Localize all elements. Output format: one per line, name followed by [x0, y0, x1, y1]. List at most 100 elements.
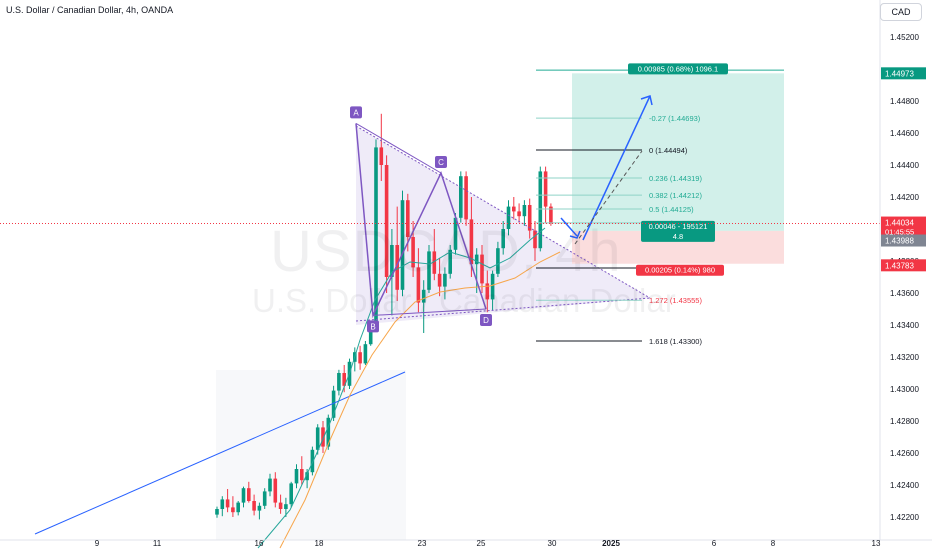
- projection-arrow-down: [560, 217, 578, 237]
- harmonic-ac-line: [355, 122, 442, 174]
- candle-body: [289, 483, 293, 505]
- target-label: 0.00985 (0.68%) 1096.1: [638, 64, 718, 73]
- price-tick-label: 1.44600: [890, 129, 919, 138]
- price-tick-label: 1.44800: [890, 97, 919, 106]
- entry-label-box: [641, 220, 715, 242]
- candle-body: [241, 488, 246, 503]
- time-tick-label: 18: [315, 539, 324, 548]
- pattern-point-marker: [435, 156, 447, 168]
- candle-body: [448, 249, 452, 274]
- candle-body: [342, 373, 346, 386]
- time-tick-label: 13: [872, 539, 881, 548]
- time-tick-label: 16: [255, 539, 264, 548]
- candle-body: [464, 176, 468, 220]
- candle-body: [300, 469, 304, 481]
- trend-line: [34, 371, 406, 535]
- candle-body: [459, 176, 463, 218]
- candle-body: [305, 472, 309, 481]
- candle-body: [549, 206, 553, 224]
- pattern-point-label: A: [353, 108, 359, 117]
- pattern-point-label: B: [370, 322, 375, 331]
- candle-body: [368, 325, 373, 345]
- time-tick-label: 2025: [602, 539, 620, 548]
- pattern-point-marker: [350, 106, 362, 119]
- pattern-point-label: C: [438, 158, 444, 167]
- candle-body: [310, 449, 315, 473]
- candle-body: [437, 273, 442, 287]
- candle-body: [432, 251, 437, 274]
- candle-body: [443, 273, 447, 287]
- pattern-point-label: D: [483, 316, 489, 325]
- candle-body: [326, 417, 331, 447]
- candle-body: [331, 390, 336, 418]
- entry-label: 0.00046 - 195121: [649, 222, 708, 231]
- candle-body: [220, 499, 225, 509]
- candle-body: [453, 217, 458, 250]
- ema-fast-line: [257, 227, 546, 549]
- price-tick-label: 1.43000: [890, 385, 919, 394]
- harmonic-pattern-line: [355, 123, 487, 319]
- currency-button[interactable]: CAD: [880, 3, 922, 21]
- candle-body: [406, 200, 410, 237]
- candle-body: [506, 206, 511, 229]
- candle-body: [533, 230, 537, 249]
- candle-body: [411, 237, 415, 268]
- candle-body: [247, 488, 251, 501]
- triangle-lower-line: [355, 297, 651, 322]
- candle-body: [469, 219, 474, 265]
- candle-body: [480, 254, 484, 284]
- candle-body: [358, 352, 362, 364]
- candle-body: [257, 505, 262, 511]
- price-tick-label: 1.42400: [890, 481, 919, 490]
- candle-body: [390, 245, 394, 277]
- ema-slow-line: [279, 251, 561, 549]
- candle-body: [527, 205, 532, 231]
- time-tick-label: 6: [712, 539, 717, 548]
- drawings-layer[interactable]: A B C D 0 (1.44494) 0.236 (1.44319) 0.382 (1.4…: [0, 63, 880, 549]
- countdown-tag: 01:45:55: [885, 228, 914, 237]
- time-tick-label: 25: [477, 539, 486, 548]
- candle-body: [384, 165, 389, 277]
- stop-label-box: [636, 264, 724, 276]
- entry-price-tag: 1.43988: [885, 237, 914, 246]
- candle-body: [421, 289, 426, 303]
- harmonic-bd-line: [372, 308, 487, 316]
- arrow-head-down: [569, 230, 581, 239]
- price-tick-label: 1.43200: [890, 353, 919, 362]
- price-axis[interactable]: 1.42200 1.42400 1.42600 1.42800 1.43000 1.432…: [879, 0, 926, 540]
- price-tick-label: 1.42600: [890, 449, 919, 458]
- time-tick-label: 11: [153, 539, 162, 548]
- candle-body: [517, 211, 521, 217]
- stop-price-tag-box: [881, 259, 926, 272]
- projection-dashed-line: [574, 150, 643, 245]
- candle-body: [231, 507, 235, 513]
- symbol-title[interactable]: U.S. Dollar / Canadian Dollar, 4h, OANDA: [6, 5, 174, 15]
- watermark-description: U.S. Dollar / Canadian Dollar: [252, 282, 676, 319]
- candle-body: [278, 502, 283, 509]
- time-tick-label: 23: [418, 539, 427, 548]
- candle-body: [374, 147, 378, 325]
- stop-price-tag: 1.43783: [885, 261, 914, 270]
- time-axis[interactable]: 9 11 16 18 23 25 30 2025 6 8 13: [0, 539, 932, 548]
- candle-body: [268, 478, 272, 492]
- price-tick-label: 1.44200: [890, 193, 919, 202]
- candle-body: [496, 248, 500, 274]
- fib-level-label: 0.236 (1.44319): [649, 174, 702, 183]
- candle-body: [512, 206, 516, 212]
- candle-body: [395, 245, 399, 290]
- stop-label: 0.00205 (0.14%) 980: [645, 266, 715, 275]
- price-tick-label: 1.44400: [890, 161, 919, 170]
- fib-level-label: 0 (1.44494): [649, 146, 688, 155]
- candle-body: [485, 283, 490, 300]
- entry-label: 4.8: [673, 232, 683, 241]
- candle-body: [490, 273, 495, 300]
- fib-level-label: 0.5 (1.44125): [649, 205, 694, 214]
- price-tick-label: 1.42200: [890, 513, 919, 522]
- candle-body: [284, 504, 288, 509]
- candle-body: [501, 229, 505, 249]
- target-zone: [572, 73, 784, 231]
- candle-body: [262, 491, 267, 506]
- last-price-tag: 1.44034: [885, 219, 914, 228]
- candle-body: [321, 427, 325, 447]
